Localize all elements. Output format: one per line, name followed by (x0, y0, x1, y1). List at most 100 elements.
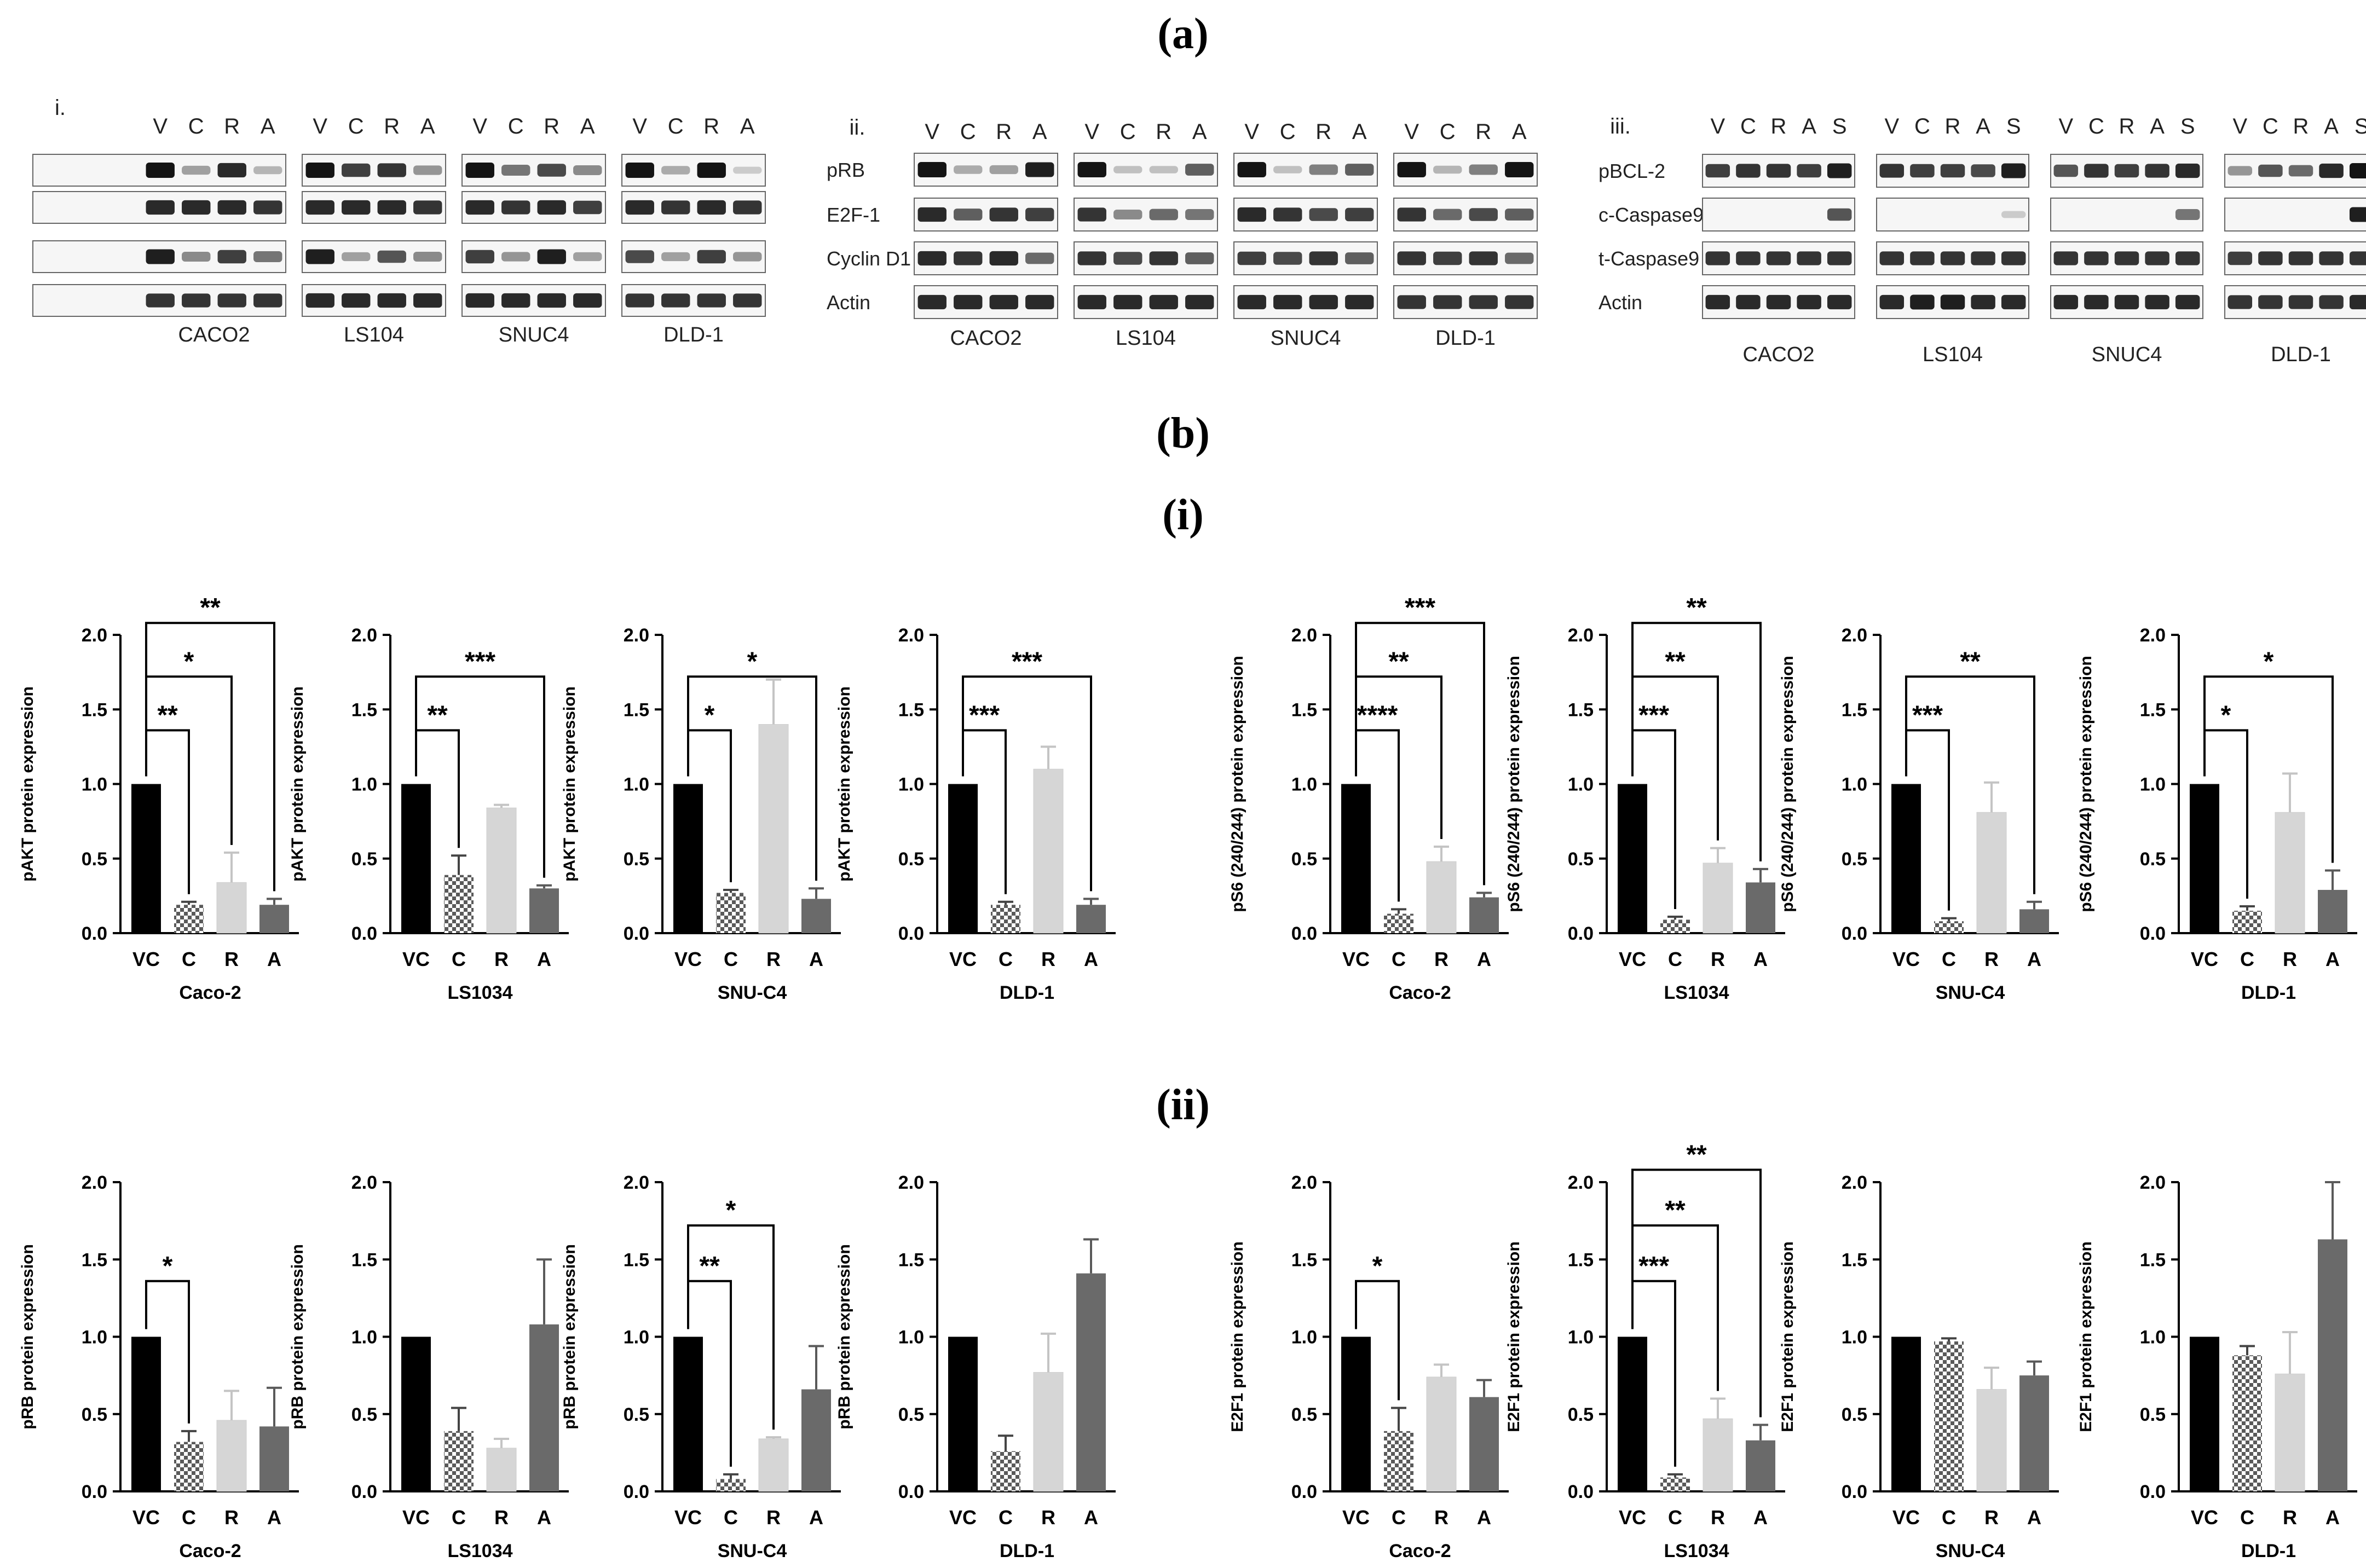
blot-band (2349, 251, 2366, 265)
x-tick-label: A (1084, 948, 1098, 970)
y-tick-label: 2.0 (1291, 625, 1317, 646)
blot-lane-label: A (2324, 114, 2339, 138)
blot-band (2258, 164, 2283, 177)
blot-band (697, 293, 726, 308)
x-tick-label: C (2240, 948, 2254, 970)
x-axis-label: LS1034 (1664, 982, 1729, 1003)
blot-band (1185, 294, 1214, 310)
y-tick-label: 0.5 (624, 849, 649, 870)
blot-band (253, 200, 282, 215)
y-tick-label: 0.5 (351, 1404, 377, 1425)
blot-band (573, 252, 602, 262)
bar-R (1703, 863, 1733, 934)
y-tick-label: 0.0 (1842, 1482, 1867, 1502)
blot-band (2227, 166, 2253, 176)
blot-lane-label: A (2150, 114, 2165, 138)
x-tick-label: R (1984, 1506, 1999, 1529)
blot-lane-label: R (1945, 114, 1961, 138)
significance-bracket (687, 675, 817, 881)
blot-band (989, 294, 1018, 310)
bar-A (801, 899, 831, 933)
y-tick-label: 0.5 (2140, 849, 2166, 870)
x-tick-label: A (267, 948, 281, 970)
blot-lane-label: C (2263, 114, 2278, 138)
significance-label: *** (1405, 593, 1435, 622)
y-tick-label: 1.0 (2140, 1327, 2166, 1348)
blot-lane-label: R (2293, 114, 2309, 138)
blot-lane-label: V (472, 114, 487, 138)
bar-A (259, 1426, 289, 1491)
blot-lane-label: V (2232, 114, 2247, 138)
blot-band (2288, 295, 2313, 309)
x-tick-label: VC (674, 948, 702, 970)
blot-cell-line-label: SNUC4 (2092, 343, 2162, 366)
y-tick-label: 1.0 (1291, 1327, 1317, 1348)
blot-band (1273, 252, 1302, 265)
y-tick-label: 0.5 (898, 849, 924, 870)
y-tick-label: 2.0 (82, 1172, 107, 1193)
bar-VC (1341, 784, 1371, 933)
bar-VC (1341, 1336, 1371, 1491)
blot-band (217, 163, 246, 178)
blot-band (253, 166, 282, 175)
y-axis-label: pAKT protein expression (561, 686, 579, 882)
blot-band (1505, 295, 1534, 309)
blot-band (253, 251, 282, 262)
blot-band (1113, 294, 1142, 310)
significance-label: ** (699, 1252, 720, 1281)
y-tick-label: 1.0 (2140, 774, 2166, 795)
y-tick-label: 0.0 (898, 1482, 924, 1502)
significance-label: ** (1960, 647, 1981, 676)
blot-band (1736, 251, 1761, 265)
y-tick-label: 0.0 (2140, 1482, 2166, 1502)
bar-C (716, 1479, 746, 1491)
bar-chart-i-4: 0.0 0.5 1.0 1.5 2.0 pAKT protein expression VC… (835, 625, 1116, 1003)
blot-band (954, 294, 983, 310)
blot-band (1505, 209, 1534, 221)
bar-R (1426, 1376, 1457, 1492)
y-tick-label: 0.0 (624, 923, 649, 944)
x-tick-label: C (724, 948, 738, 970)
blot-band (1273, 294, 1302, 310)
y-tick-label: 0.5 (2140, 1404, 2166, 1425)
x-tick-label: R (2283, 1506, 2297, 1529)
y-axis-label: pS6 (240/244) protein expression (1505, 656, 1523, 912)
blot-band (2319, 295, 2344, 309)
bar-R (216, 1420, 247, 1492)
bar-A (2318, 1239, 2347, 1491)
x-tick-label: A (1753, 948, 1768, 970)
blot-band (2258, 251, 2283, 265)
y-axis-label: pAKT protein expression (835, 686, 853, 882)
blot-band (1797, 294, 1821, 310)
significance-label: * (163, 1252, 173, 1281)
blot-band (305, 163, 334, 178)
x-tick-label: VC (1342, 1506, 1370, 1529)
blot-lane-label: S (2355, 114, 2366, 138)
y-tick-label: 1.5 (1291, 699, 1317, 720)
x-axis-label: LS1034 (1664, 1541, 1729, 1561)
bar-VC (401, 1336, 431, 1491)
blot-band (1077, 251, 1106, 265)
x-tick-label: R (1984, 948, 1999, 970)
blot-band (217, 200, 246, 215)
x-tick-label: A (1753, 1506, 1768, 1529)
bar-VC (1618, 1336, 1647, 1491)
bar-chart-i-1: 0.0 0.5 1.0 1.5 2.0 pAKT protein expression VC… (19, 593, 299, 1003)
y-tick-label: 1.5 (351, 1249, 377, 1270)
blot-band (1025, 207, 1054, 222)
bar-C (991, 1451, 1020, 1491)
significance-bracket (1355, 1280, 1400, 1401)
y-tick-label: 1.5 (624, 1249, 649, 1270)
x-tick-label: C (2240, 1506, 2254, 1529)
blot-row-label: Actin (1599, 291, 1642, 314)
x-tick-label: R (2283, 948, 2297, 970)
x-tick-label: VC (1892, 1506, 1920, 1529)
blot-band (2175, 251, 2200, 265)
blot-band (1433, 165, 1462, 174)
blot-lane-label: R (224, 114, 240, 138)
x-tick-label: A (2325, 948, 2340, 970)
x-tick-label: VC (949, 1506, 977, 1529)
blot-band (2288, 251, 2313, 265)
significance-label: ** (1665, 647, 1686, 676)
